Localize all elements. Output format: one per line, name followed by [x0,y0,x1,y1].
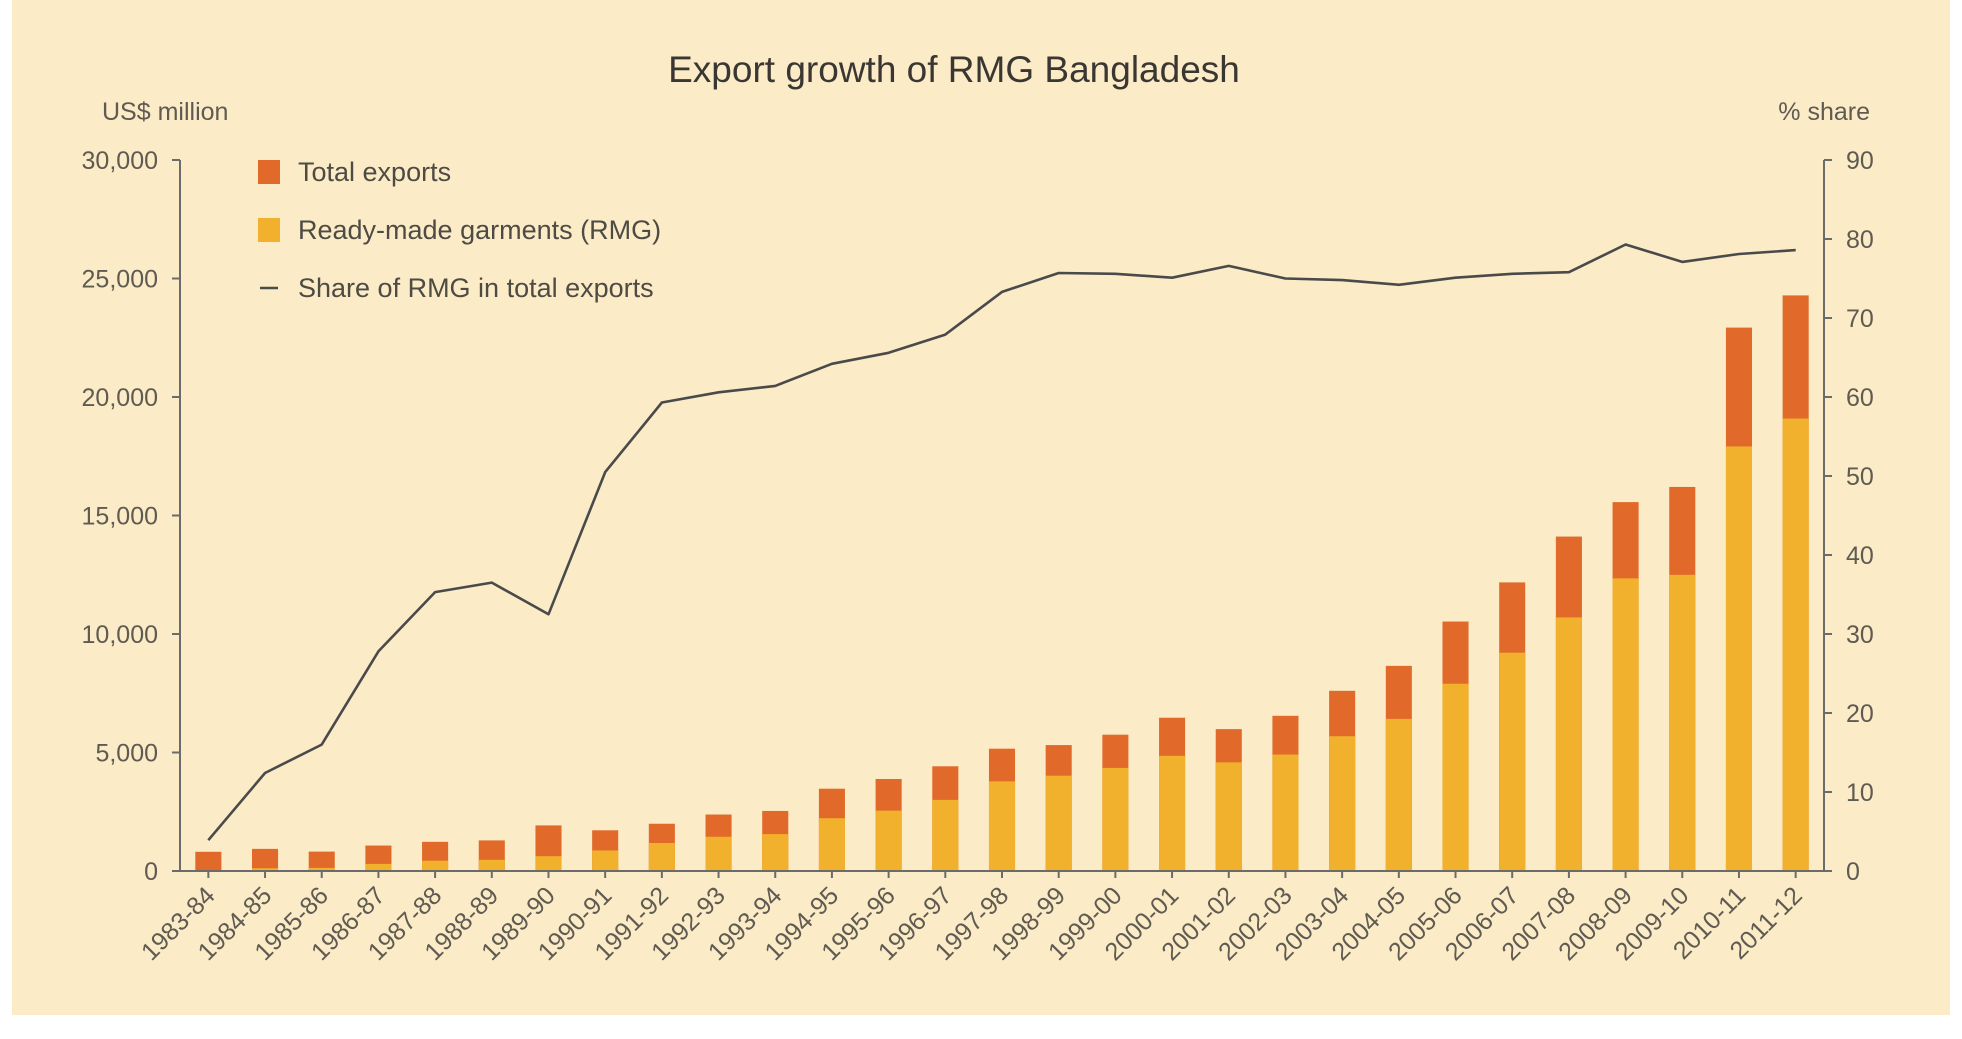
bar-rmg [1045,775,1072,871]
bar-rmg [648,842,675,871]
right-tick-label: 90 [1846,147,1874,175]
right-tick-label: 30 [1846,621,1874,649]
legend-label-rmg: Ready-made garments (RMG) [298,215,661,245]
bar-rmg [1159,755,1186,871]
legend-label-share: Share of RMG in total exports [298,273,654,303]
rmg-export-chart: Export growth of RMG Bangladesh US$ mill… [82,49,1874,966]
bar-rmg [535,856,562,871]
bar-rmg [1555,617,1582,871]
bar-rmg [592,850,619,871]
bar-rmg [875,810,902,871]
bar-rmg [1329,736,1356,871]
right-tick-label: 20 [1846,700,1874,728]
left-tick-label: 30,000 [82,147,158,175]
share-line [207,243,1796,842]
left-tick-label: 25,000 [82,266,158,294]
right-axis-title: % share [1778,98,1870,126]
bar-rmg [308,867,335,871]
bar-total-exports [195,851,222,871]
right-tick-label: 70 [1846,305,1874,333]
bar-rmg [1442,683,1469,871]
bar-total-exports [251,848,279,871]
bar-rmg [251,868,279,871]
left-tick-label: 20,000 [82,384,158,412]
bar-rmg [1272,754,1299,871]
bar-rmg [818,818,845,871]
right-tick-label: 80 [1846,226,1874,254]
legend-swatch-rmg [258,218,280,242]
right-tick-label: 0 [1846,858,1860,886]
bar-rmg [1102,767,1129,871]
right-tick-label: 10 [1846,779,1874,807]
left-tick-label: 10,000 [82,621,158,649]
bar-rmg [988,781,1016,871]
bar-rmg [1499,652,1526,871]
chart-title: Export growth of RMG Bangladesh [668,49,1240,90]
right-tick-label: 40 [1846,542,1874,570]
bar-rmg [422,860,449,871]
bar-rmg [1385,718,1412,871]
bar-rmg [1612,578,1639,871]
right-tick-label: 60 [1846,384,1874,412]
bar-rmg [705,836,732,871]
bar-rmg [1725,446,1753,871]
bar-rmg [1215,762,1242,871]
bar-rmg [1669,574,1696,871]
legend-swatch-total-exports [258,160,280,184]
left-tick-label: 5,000 [95,740,158,768]
bar-rmg [365,863,392,871]
bar-rmg [762,834,789,871]
bar-rmg [932,799,959,871]
bar-rmg [1782,418,1809,871]
left-tick-label: 15,000 [82,503,158,531]
left-axis-title: US$ million [102,98,228,126]
legend-label-total-exports: Total exports [298,157,451,187]
bar-rmg [478,859,505,871]
bar-total-exports [308,851,335,871]
chart-area: Export growth of RMG Bangladesh US$ mill… [12,0,1950,1015]
right-tick-label: 50 [1846,463,1874,491]
left-tick-label: 0 [144,858,158,886]
